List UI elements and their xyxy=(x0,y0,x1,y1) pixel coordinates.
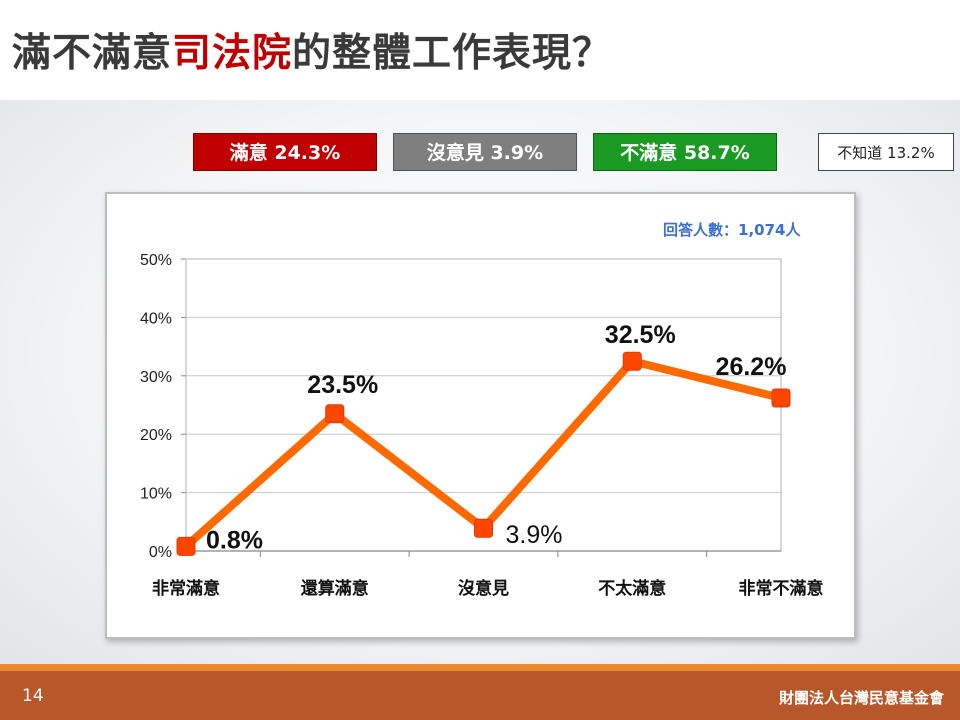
y-tick-label: 20% xyxy=(140,427,172,444)
x-category-label: 非常不滿意 xyxy=(739,578,824,599)
slide-title: 滿不滿意司法院的整體工作表現？ xyxy=(12,22,612,82)
x-category-label: 沒意見 xyxy=(458,578,509,599)
chart-frame xyxy=(105,192,856,639)
x-category-label: 不太滿意 xyxy=(598,578,666,599)
summary-satisfied: 滿意 24.3% xyxy=(193,133,377,171)
footer-stripe xyxy=(0,664,960,671)
title-part-1: 滿不滿意 xyxy=(12,31,173,76)
y-tick-label: 10% xyxy=(140,486,172,503)
x-category-label: 還算滿意 xyxy=(301,578,369,599)
y-tick-label: 30% xyxy=(140,369,172,386)
data-label: 26.2% xyxy=(716,353,787,381)
data-point-marker xyxy=(474,518,493,538)
data-point-marker xyxy=(325,404,345,424)
page-number: 14 xyxy=(22,686,44,706)
series-line xyxy=(183,356,782,550)
x-category-label: 非常滿意 xyxy=(152,578,220,599)
data-point-marker xyxy=(176,536,196,556)
data-label: 32.5% xyxy=(605,321,676,349)
respondent-count: 回答人數：1,074人 xyxy=(663,221,801,239)
summary-no-opinion: 沒意見 3.9% xyxy=(393,133,577,171)
plot-area-border xyxy=(185,258,782,552)
y-tick-label: 40% xyxy=(140,310,172,327)
data-label: 0.8% xyxy=(206,526,263,554)
organization-name: 財團法人台灣民意基金會 xyxy=(778,689,944,707)
data-point-marker xyxy=(771,388,791,408)
data-label: 23.5% xyxy=(307,371,378,399)
footer-bar xyxy=(0,671,960,720)
title-part-2: 的整體工作表現？ xyxy=(292,31,613,76)
data-label: 3.9% xyxy=(506,521,563,549)
summary-dont-know: 不知道 13.2% xyxy=(818,133,954,171)
title-highlight: 司法院 xyxy=(172,31,293,76)
y-tick-label: 0% xyxy=(149,544,172,561)
y-tick-label: 50% xyxy=(140,252,172,269)
data-point-marker xyxy=(622,351,642,371)
summary-dissatisfied: 不滿意 58.7% xyxy=(593,133,777,171)
